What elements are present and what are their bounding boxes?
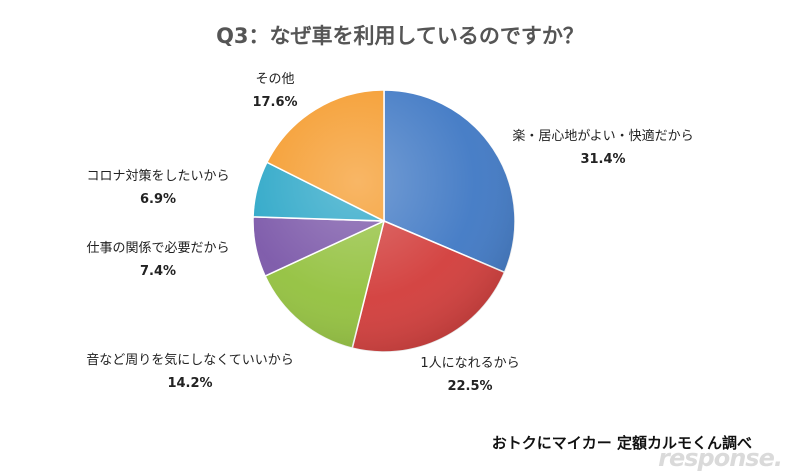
source-note: おトクにマイカー 定額カルモくん調べ	[491, 434, 752, 452]
slice-label-covid: コロナ対策をしたいから 6.9%	[86, 169, 230, 207]
slice-label-alone: 1人になれるから 22.5%	[420, 356, 520, 394]
slice-label-comfortable: 楽・居心地がよい・快適だから 31.4%	[512, 129, 694, 167]
slice-label-other: その他 17.6%	[252, 72, 298, 110]
slice-label-work: 仕事の関係で必要だから 7.4%	[86, 241, 230, 279]
chart-title: Q3：なぜ車を利用しているのですか？	[216, 24, 584, 48]
watermark-logo: response.	[658, 444, 783, 472]
slice-label-noise: 音など周りを気にしなくていいから 14.2%	[86, 353, 294, 391]
